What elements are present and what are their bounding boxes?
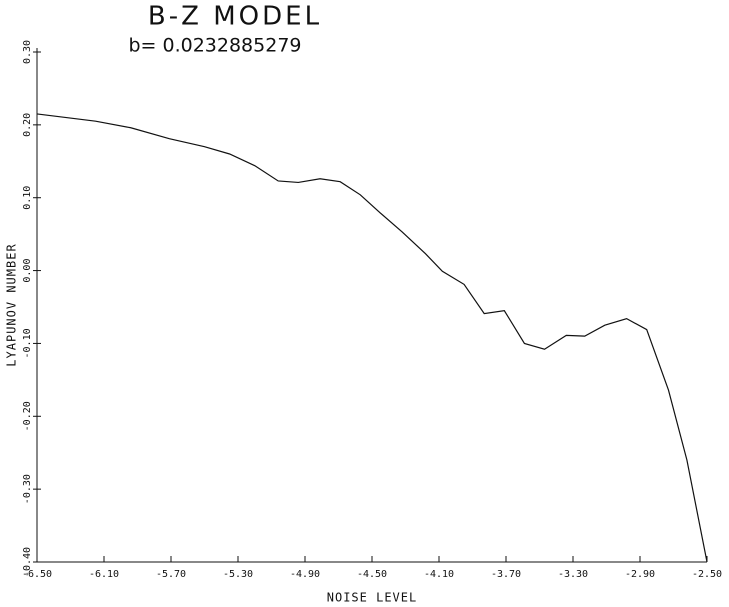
- x-tick-label: -2.90: [625, 569, 655, 580]
- x-tick-label: -6.10: [89, 569, 119, 580]
- chart-subtitle: b= 0.0232885279: [128, 35, 301, 57]
- x-tick-label: -3.30: [558, 569, 588, 580]
- y-tick-label: 0.00: [22, 259, 33, 283]
- y-axis-label: LYAPUNOV NUMBER: [5, 243, 19, 366]
- x-tick-label: -3.70: [491, 569, 521, 580]
- x-tick-label: -4.90: [290, 569, 320, 580]
- x-tick-label: -5.30: [223, 569, 253, 580]
- y-tick-label: -0.10: [22, 328, 33, 358]
- y-tick-label: -0.20: [22, 401, 33, 431]
- x-tick-label: -4.10: [424, 569, 454, 580]
- x-tick-label: -5.70: [156, 569, 186, 580]
- x-axis-label: NOISE LEVEL: [327, 591, 417, 605]
- y-tick-label: -0.40: [22, 547, 33, 577]
- data-line: [36, 113, 708, 563]
- y-tick-label: -0.30: [22, 474, 33, 504]
- y-tick-label: 0.30: [22, 40, 33, 64]
- y-tick-label: 0.10: [22, 186, 33, 210]
- y-tick-label: 0.20: [22, 113, 33, 137]
- x-tick-label: -6.50: [22, 569, 52, 580]
- x-tick-label: -4.50: [357, 569, 387, 580]
- x-tick-label: -2.50: [692, 569, 722, 580]
- chart-title: B-Z MODEL: [148, 2, 322, 32]
